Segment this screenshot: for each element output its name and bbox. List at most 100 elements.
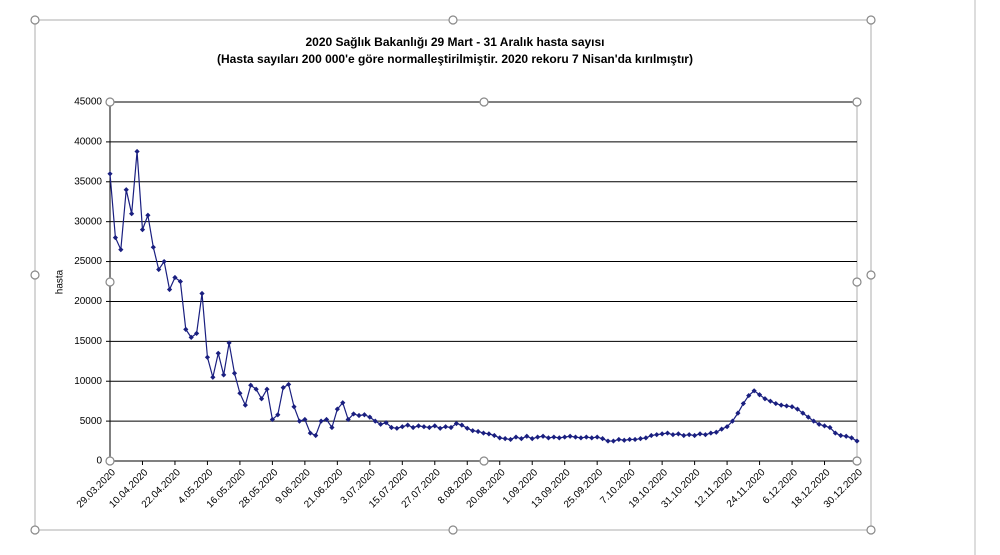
handle[interactable] [30, 15, 40, 25]
data-point [443, 424, 449, 430]
data-point [107, 171, 113, 177]
data-point [437, 425, 443, 431]
data-point [708, 430, 714, 436]
handle[interactable] [866, 525, 876, 535]
data-point [583, 434, 589, 440]
data-point [453, 420, 460, 427]
handle[interactable] [448, 525, 458, 535]
data-point [275, 412, 281, 418]
data-point [491, 432, 497, 439]
data-point [475, 428, 481, 435]
data-point [616, 436, 622, 443]
handle[interactable] [448, 15, 458, 25]
data-point [194, 330, 200, 336]
data-point [280, 385, 286, 391]
handle[interactable] [479, 456, 489, 466]
data-point [156, 266, 162, 273]
data-point [567, 433, 573, 439]
data-point [800, 410, 806, 416]
data-point [594, 434, 600, 440]
data-point [784, 403, 790, 409]
data-point [486, 431, 492, 437]
data-point [605, 438, 611, 444]
data-point [513, 434, 519, 440]
data-point [291, 404, 297, 410]
data-point [405, 422, 411, 428]
handle[interactable] [105, 456, 115, 466]
data-point [832, 430, 838, 436]
data-point [502, 436, 508, 442]
handle[interactable] [105, 277, 115, 287]
handle[interactable] [852, 277, 862, 287]
chart-title: 2020 Sağlık Bakanlığı 29 Mart - 31 Aralı… [305, 35, 604, 49]
data-point [415, 423, 422, 429]
data-point [177, 278, 183, 285]
data-point [129, 211, 135, 217]
data-point [719, 426, 725, 432]
data-point [767, 398, 773, 404]
data-point [578, 435, 584, 441]
y-tick-label: 20000 [74, 296, 102, 307]
data-point [448, 424, 454, 431]
data-point [751, 388, 757, 394]
data-point [621, 437, 627, 443]
data-point [378, 421, 384, 427]
data-point [410, 424, 416, 431]
data-point [551, 434, 557, 440]
handle[interactable] [30, 525, 40, 535]
data-point [562, 434, 568, 440]
data-point [145, 212, 151, 218]
data-point [643, 435, 649, 441]
data-point [535, 434, 541, 440]
data-point [242, 402, 248, 408]
data-point [134, 148, 140, 155]
chart-subtitle: (Hasta sayıları 200 000'e göre normalleş… [217, 52, 693, 66]
data-point [848, 435, 855, 441]
data-point [811, 418, 817, 424]
data-point [248, 382, 254, 388]
data-point [632, 436, 638, 443]
data-point [778, 402, 784, 408]
handle[interactable] [852, 456, 862, 466]
data-point [664, 430, 671, 436]
handle[interactable] [105, 97, 115, 107]
data-point [599, 436, 606, 442]
y-tick-label: 5000 [80, 416, 103, 427]
data-point [740, 400, 746, 407]
data-point [659, 431, 665, 437]
data-point [773, 400, 779, 407]
data-point [480, 430, 487, 436]
data-point [702, 432, 709, 438]
data-point [318, 418, 324, 424]
data-point [648, 432, 654, 439]
data-point [302, 416, 308, 423]
data-point [183, 326, 189, 332]
data-point [518, 436, 524, 442]
handle[interactable] [866, 15, 876, 25]
handle[interactable] [479, 97, 489, 107]
y-tick-label: 45000 [74, 97, 102, 108]
handle[interactable] [852, 97, 862, 107]
handle[interactable] [866, 270, 876, 280]
data-point [323, 416, 330, 423]
y-tick-label: 25000 [74, 256, 102, 267]
data-point [172, 274, 178, 281]
y-tick-label: 40000 [74, 137, 102, 148]
data-point [654, 432, 660, 438]
data-point [686, 432, 692, 438]
data-point [329, 424, 335, 431]
data-point [421, 424, 427, 430]
y-tick-label: 10000 [74, 376, 102, 387]
data-point [215, 350, 221, 356]
data-point [269, 416, 275, 423]
handle[interactable] [30, 270, 40, 280]
data-point [350, 411, 357, 417]
data-point [188, 334, 194, 340]
data-point [529, 436, 535, 442]
data-point [464, 425, 470, 431]
selection-handles [30, 15, 876, 535]
data-point [372, 418, 378, 424]
y-tick-label: 0 [96, 456, 102, 467]
data-point [112, 235, 119, 241]
